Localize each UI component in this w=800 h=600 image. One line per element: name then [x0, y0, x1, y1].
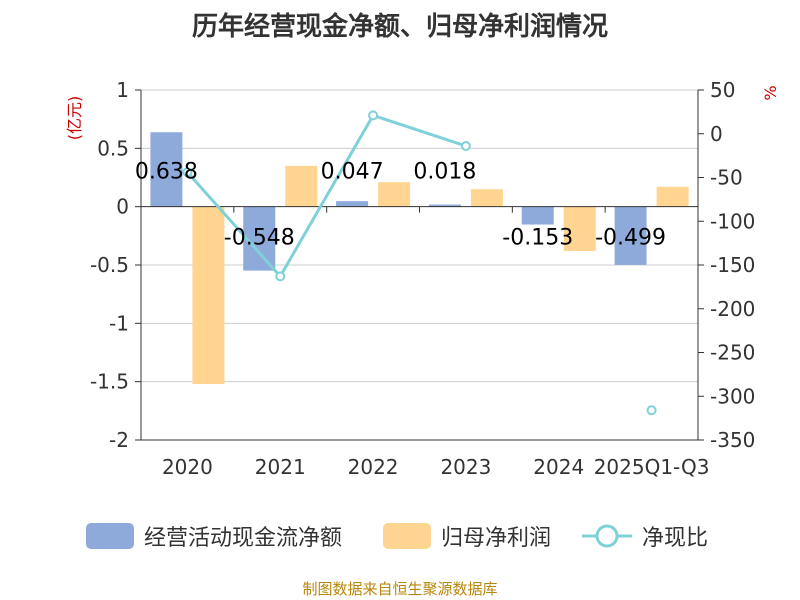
right-tick-label: -250: [710, 341, 755, 365]
bar-profit: [378, 182, 411, 207]
ratio-point: [646, 405, 657, 416]
bar-cashflow: [428, 204, 461, 207]
bar-profit: [285, 165, 318, 207]
data-label-cashflow: 0.047: [321, 160, 384, 185]
bar-profit: [192, 206, 225, 384]
x-tick-label: 2024: [533, 455, 584, 479]
right-tick-label: 50: [710, 78, 735, 102]
ratio-point: [275, 271, 286, 282]
chart-title: 历年经营现金净额、归母净利润情况: [191, 12, 608, 42]
left-tick-label: 1: [116, 78, 129, 102]
bar-profit: [563, 206, 596, 251]
right-tick-label: -50: [710, 166, 743, 190]
left-axis-unit: (亿元): [65, 96, 84, 141]
bar-cashflow: [336, 201, 369, 207]
left-tick-label: 0.5: [97, 136, 129, 160]
bar-cashflow: [150, 132, 183, 207]
right-tick-label: 0: [710, 122, 723, 146]
right-tick-label: -200: [710, 297, 755, 321]
right-tick-label: -100: [710, 209, 755, 233]
footer-source: 制图数据来自恒生聚源数据库: [302, 580, 498, 598]
ratio-point: [368, 110, 379, 121]
data-label-cashflow: -0.153: [502, 226, 573, 251]
data-label-cashflow: -0.499: [595, 226, 666, 251]
right-tick-label: -350: [710, 428, 755, 452]
legend-label-ratio: 净现比: [642, 526, 709, 551]
bar-cashflow: [614, 206, 647, 265]
legend-item-cashflow[interactable]: 经营活动现金流净额: [86, 516, 342, 556]
x-tick-label: 2021: [255, 455, 306, 479]
legend-item-ratio[interactable]: 净现比: [582, 516, 708, 556]
legend-swatch-profit: [383, 523, 431, 549]
legend-swatch-cashflow: [86, 523, 134, 549]
right-axis-unit: %: [761, 85, 780, 100]
legend: 经营活动现金流净额 归母净利润 净现比: [0, 516, 800, 556]
x-tick-label: 2025Q1-Q3: [594, 455, 710, 479]
bar-profit: [470, 189, 503, 207]
ratio-point: [460, 141, 471, 151]
ratio-line: [186, 113, 467, 279]
left-tick-label: -0.5: [90, 253, 129, 277]
legend-label-profit: 归母净利润: [441, 526, 552, 551]
left-tick-label: -2: [109, 428, 129, 452]
right-tick-label: -150: [710, 253, 755, 277]
bar-profit: [656, 186, 689, 207]
left-tick-label: -1.5: [90, 370, 129, 394]
x-tick-label: 2020: [162, 455, 213, 479]
data-label-cashflow: 0.018: [413, 160, 476, 185]
data-label-cashflow: -0.548: [224, 226, 295, 251]
legend-item-profit[interactable]: 归母净利润: [383, 516, 551, 556]
legend-label-cashflow: 经营活动现金流净额: [144, 526, 343, 551]
x-tick-label: 2023: [440, 455, 491, 479]
legend-swatch-ratio: [582, 524, 632, 548]
x-tick-label: 2022: [348, 455, 399, 479]
bar-cashflow: [521, 206, 554, 225]
data-label-cashflow: 0.638: [135, 160, 198, 185]
ratio-point: [182, 167, 193, 178]
right-tick-label: -300: [710, 384, 755, 408]
left-tick-label: -1: [109, 311, 129, 335]
left-tick-label: 0: [116, 195, 129, 219]
